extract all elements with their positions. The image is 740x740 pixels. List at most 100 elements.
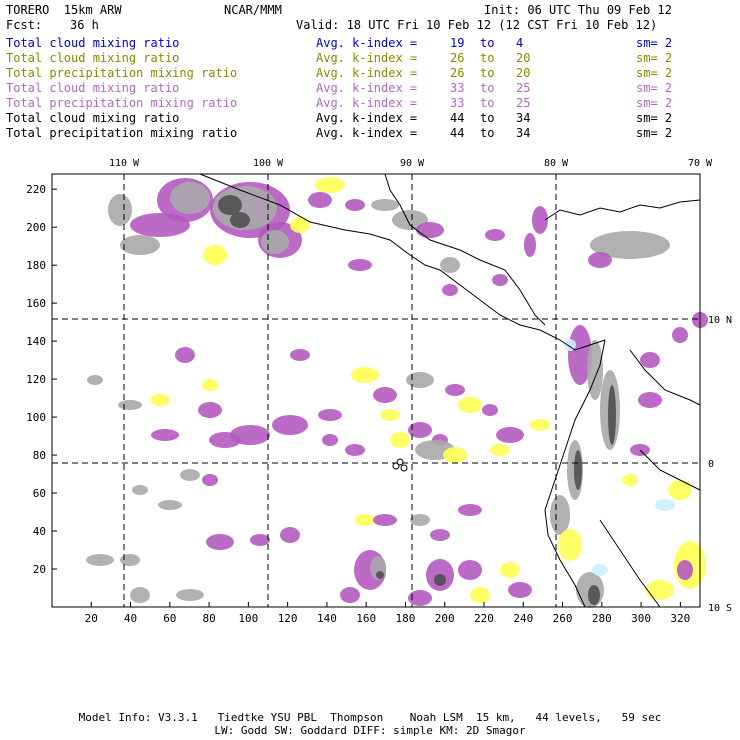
x-tick-label: 20 (85, 612, 98, 625)
legend-to-word: to (480, 51, 495, 65)
yellow-precip-area (622, 474, 638, 486)
legend-to-word: to (480, 36, 495, 50)
coastline-south-america (544, 339, 606, 608)
x-tick-label: 140 (317, 612, 337, 625)
magenta-moisture-area (508, 582, 532, 598)
yellow-precip-area (500, 562, 520, 578)
legend-to-word: to (480, 111, 495, 125)
longitude-label: 90 W (400, 158, 425, 169)
legend-smoothing: sm= 2 (636, 51, 673, 65)
legend-field: Total cloud mixing ratio (6, 51, 180, 65)
gray-cloud-area (180, 469, 200, 481)
light-blue-area (564, 339, 576, 351)
magenta-moisture-area (638, 392, 662, 408)
magenta-moisture-area (492, 274, 508, 286)
magenta-moisture-area (416, 222, 444, 238)
magenta-moisture-area (373, 387, 397, 403)
legend-kindex-from: 44 (450, 126, 465, 140)
y-tick-label: 200 (26, 221, 46, 234)
magenta-moisture-area (524, 233, 536, 257)
gray-cloud-area (120, 235, 160, 255)
yellow-precip-area (470, 587, 490, 603)
x-tick-label: 200 (435, 612, 455, 625)
legend-field: Total cloud mixing ratio (6, 111, 180, 125)
latitude-label: 10 N (708, 315, 732, 326)
yellow-precip-area (351, 367, 379, 383)
y-tick-label: 220 (26, 183, 46, 196)
legend-kindex-to: 20 (516, 51, 531, 65)
magenta-moisture-area (442, 284, 458, 296)
magenta-moisture-area (280, 527, 300, 543)
gray-cloud-area (132, 485, 148, 495)
legend-smoothing: sm= 2 (636, 36, 673, 50)
border-line (629, 349, 701, 406)
magenta-moisture-area (318, 409, 342, 421)
longitude-label: 80 W (544, 158, 569, 169)
border-line (639, 449, 701, 491)
gray-cloud-area (176, 589, 204, 601)
yellow-precip-area (668, 480, 692, 500)
light-blue-area (592, 564, 608, 576)
longitude-label: 110 W (109, 158, 140, 169)
magenta-moisture-area (272, 415, 308, 435)
forecast-hour: 36 h (70, 18, 99, 32)
legend-to-word: to (480, 96, 495, 110)
gray-cloud-area (118, 400, 142, 410)
gray-cloud-area (108, 194, 132, 226)
yellow-precip-area (380, 409, 400, 421)
legend-row: Total precipitation mixing ratio Avg. k-i… (6, 126, 736, 141)
longitude-label: 100 W (253, 158, 284, 169)
dark-core-area (608, 385, 616, 445)
legend-kindex-label: Avg. k-index = (316, 126, 418, 140)
yellow-precip-area (530, 419, 550, 431)
legend-smoothing: sm= 2 (636, 126, 673, 140)
x-tick-label: 180 (396, 612, 416, 625)
legend-kindex-from: 26 (450, 66, 465, 80)
magenta-moisture-area (408, 590, 432, 606)
yellow-precip-area (458, 397, 482, 413)
magenta-moisture-area (458, 560, 482, 580)
yellow-precip-area (150, 394, 170, 406)
legend-field: Total cloud mixing ratio (6, 36, 180, 50)
legend-smoothing: sm= 2 (636, 81, 673, 95)
organization-label: NCAR/MMM (224, 3, 282, 17)
gray-cloud-area (392, 210, 428, 230)
forecast-label: Fcst: (6, 18, 43, 32)
gray-cloud-area (158, 500, 182, 510)
x-tick-label: 280 (592, 612, 612, 625)
y-tick-label: 60 (33, 487, 46, 500)
magenta-moisture-area (348, 259, 372, 271)
magenta-moisture-area (677, 560, 693, 580)
legend-smoothing: sm= 2 (636, 111, 673, 125)
coastline-north (384, 173, 546, 326)
legend-kindex-to: 34 (516, 126, 531, 140)
gray-cloud-area (120, 554, 140, 566)
legend-kindex-from: 26 (450, 51, 465, 65)
magenta-moisture-area (445, 384, 465, 396)
legend-row: Total cloud mixing ratio Avg. k-index = 44… (6, 111, 736, 126)
legend-field: Total precipitation mixing ratio (6, 66, 238, 80)
legend-field: Total cloud mixing ratio (6, 81, 180, 95)
island-outline (396, 458, 404, 466)
model-info-line: Model Info: V3.3.1 Tiedtke YSU PBL Thomp… (78, 711, 662, 724)
magenta-moisture-area (373, 514, 397, 526)
gray-cloud-area (130, 587, 150, 603)
gray-cloud-area (590, 231, 670, 259)
y-tick-label: 80 (33, 449, 46, 462)
legend-to-word: to (480, 126, 495, 140)
magenta-moisture-area (672, 327, 688, 343)
y-tick-label: 140 (26, 335, 46, 348)
x-tick-label: 220 (474, 612, 494, 625)
magenta-moisture-area (568, 325, 592, 385)
valid-time: Valid: 18 UTC Fri 10 Feb 12 (12 CST Fri … (296, 18, 658, 32)
dark-core-area (218, 195, 242, 215)
yellow-precip-area (443, 447, 467, 463)
legend-kindex-from: 44 (450, 111, 465, 125)
legend-row: Total cloud mixing ratio Avg. k-index = 33… (6, 81, 736, 96)
gray-cloud-area (87, 375, 103, 385)
legend-kindex-to: 4 (516, 36, 524, 50)
gray-cloud-area (86, 554, 114, 566)
legend-row: Total precipitation mixing ratio Avg. k-i… (6, 96, 736, 111)
x-tick-label: 260 (553, 612, 573, 625)
legend-to-word: to (480, 66, 495, 80)
